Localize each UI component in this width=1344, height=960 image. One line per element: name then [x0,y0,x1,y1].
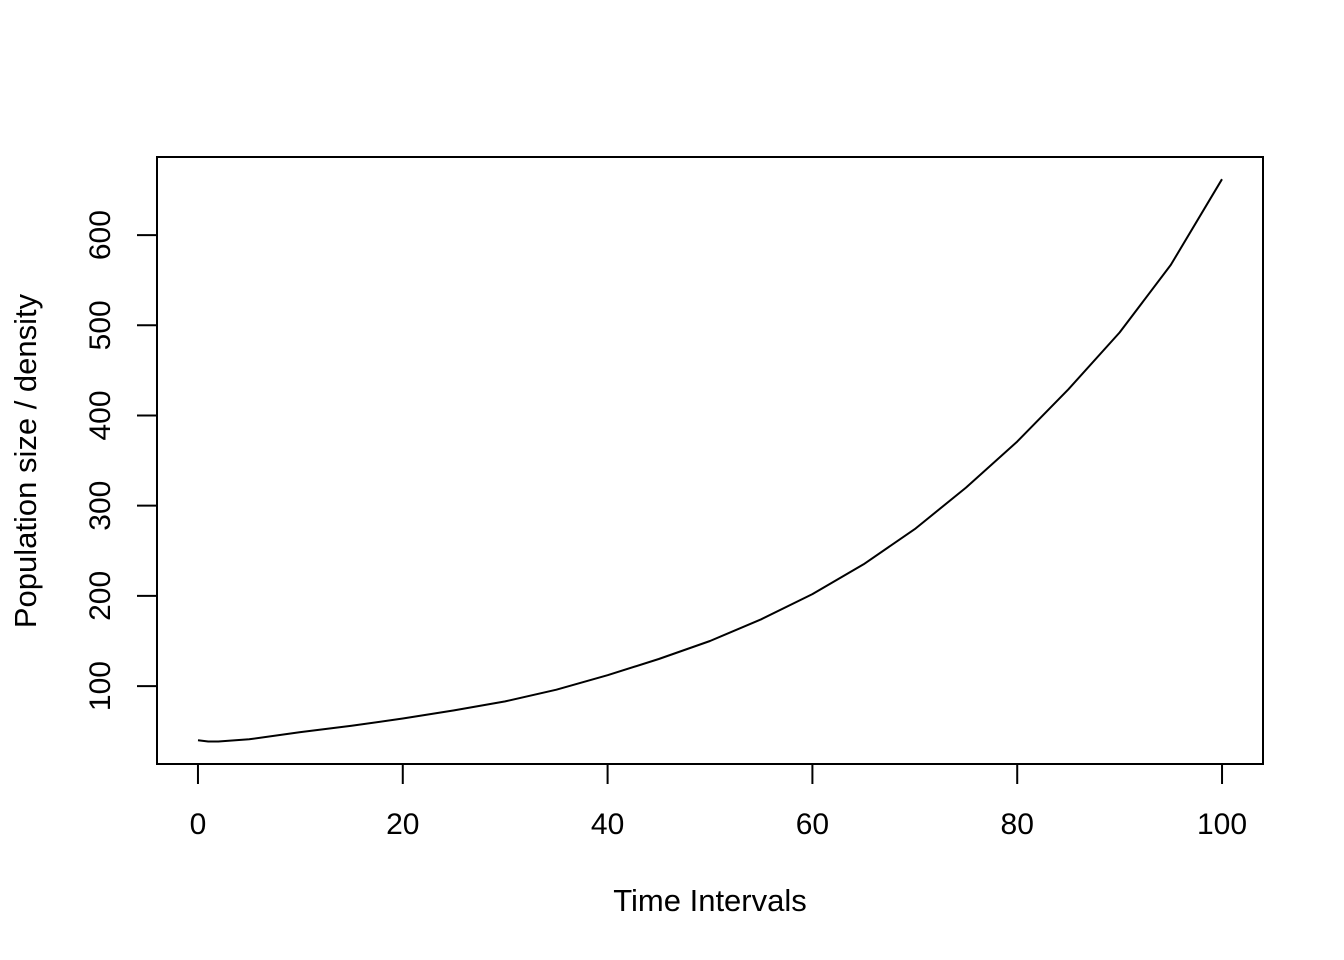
y-tick-label: 500 [84,300,117,350]
y-axis-title: Population size / density [8,293,43,628]
y-tick-label: 400 [84,390,117,440]
x-axis: 0 20 40 60 80 100 [190,763,1247,841]
x-tick-label: 20 [386,808,419,841]
y-tick-label: 200 [84,571,117,621]
x-axis-title: Time Intervals [613,883,807,918]
x-tick-label: 0 [190,808,207,841]
plot-frame [156,156,1264,765]
x-tick-label: 80 [1001,808,1034,841]
x-tick-label: 60 [796,808,829,841]
y-tick-label: 100 [84,661,117,711]
x-tick-label: 40 [591,808,624,841]
y-tick-label: 300 [84,481,117,531]
x-tick-label: 100 [1197,808,1247,841]
y-tick-label: 600 [84,210,117,260]
series-line [197,178,1223,743]
series-layer [197,178,1223,743]
y-axis: 100 200 300 400 500 600 [84,210,158,711]
